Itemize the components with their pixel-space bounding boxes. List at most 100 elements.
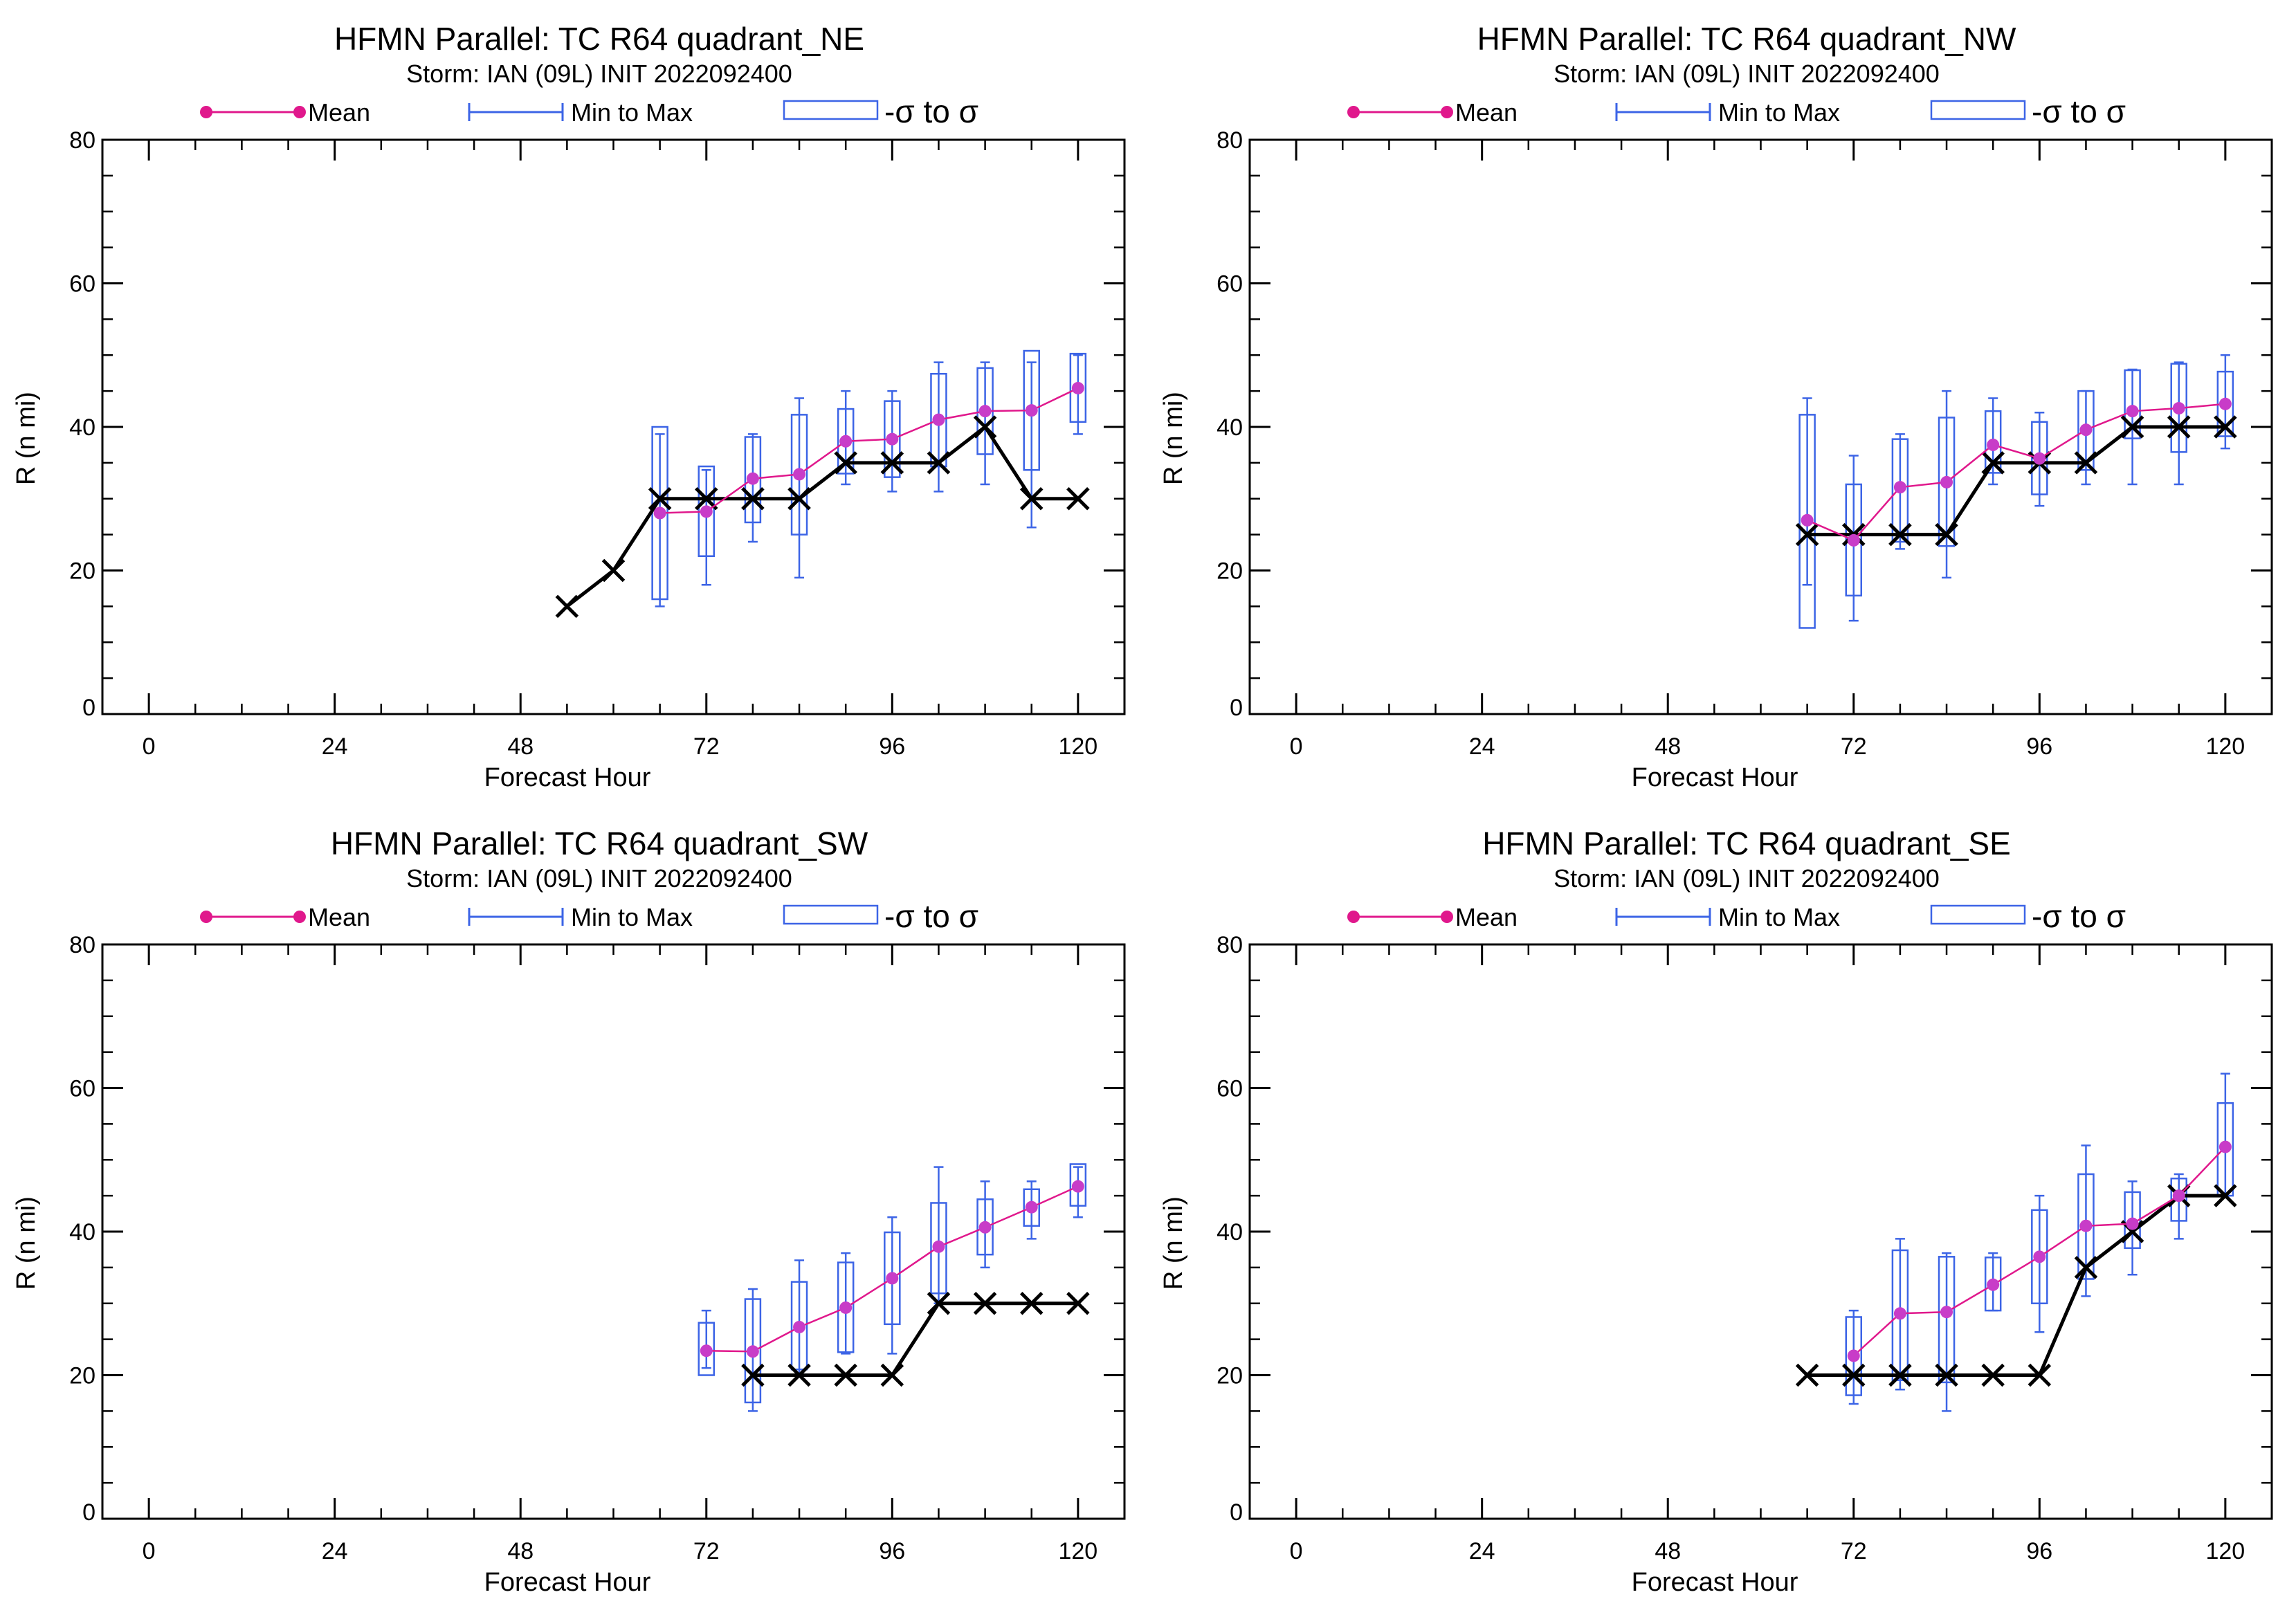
mean-point bbox=[932, 413, 945, 426]
chart-subtitle: Storm: IAN (09L) INIT 2022092400 bbox=[406, 60, 792, 88]
mean-point bbox=[1847, 533, 1860, 547]
legend-mean-label: Mean bbox=[308, 903, 370, 931]
best-track-x-stroke bbox=[1842, 1363, 1866, 1387]
best-track-x-stroke bbox=[648, 486, 672, 511]
best-track-x-stroke bbox=[741, 486, 765, 511]
chart-title: HFMN Parallel: TC R64 quadrant_NE bbox=[334, 21, 864, 57]
chart-title: HFMN Parallel: TC R64 quadrant_SW bbox=[331, 825, 868, 861]
sigma-box bbox=[1023, 1188, 1040, 1227]
best-track-marker bbox=[927, 451, 951, 475]
sigma-box bbox=[1938, 417, 1956, 547]
best-track-x-stroke bbox=[2167, 415, 2191, 439]
y-tick-label: 80 bbox=[1217, 127, 1243, 154]
mean-point bbox=[1847, 1349, 1860, 1362]
sigma-box bbox=[2077, 1173, 2095, 1280]
sigma-box bbox=[698, 1322, 716, 1376]
legend-mean-label: Mean bbox=[1455, 903, 1518, 931]
best-track-x-stroke bbox=[787, 1363, 811, 1387]
y-tick-label: 20 bbox=[1217, 558, 1243, 585]
best-track-marker bbox=[1981, 451, 2005, 475]
mean-point bbox=[2079, 423, 2093, 437]
best-track-x-stroke bbox=[834, 451, 857, 475]
legend-mean-marker bbox=[1347, 911, 1360, 923]
x-axis-label: Forecast Hour bbox=[1632, 1568, 1798, 1597]
sigma-box bbox=[1891, 438, 1909, 543]
best-track-x-stroke bbox=[601, 558, 626, 583]
best-track-x-stroke bbox=[1981, 1363, 2005, 1387]
legend-range-label: Min to Max bbox=[1718, 903, 1840, 931]
mean-point bbox=[1025, 1200, 1038, 1214]
best-track-x-stroke bbox=[2214, 1184, 2237, 1207]
best-track-marker bbox=[1066, 1291, 1090, 1315]
best-track-marker bbox=[1066, 486, 1090, 511]
sigma-box bbox=[1798, 414, 1816, 629]
legend-sigma-box bbox=[1930, 100, 2026, 120]
mean-point bbox=[2172, 1189, 2185, 1203]
x-tick-label: 24 bbox=[1469, 1538, 1495, 1564]
best-track-x-stroke bbox=[2074, 451, 2098, 475]
best-track-x-stroke bbox=[2074, 1256, 2098, 1279]
best-track-x-stroke bbox=[1795, 1363, 1819, 1387]
x-tick-label: 48 bbox=[507, 733, 534, 760]
legend: Mean Min to Max -σ to σ bbox=[1347, 93, 2126, 129]
legend-sigma-box bbox=[1930, 904, 2026, 925]
x-tick-label: 120 bbox=[2205, 1538, 2245, 1564]
best-track-x-stroke bbox=[1981, 451, 2005, 475]
x-tick-label: 0 bbox=[1290, 733, 1303, 760]
legend-sigma-label: -σ to σ bbox=[884, 93, 978, 129]
x-tick-label: 24 bbox=[322, 1538, 348, 1564]
best-track-x-stroke bbox=[1935, 1363, 1958, 1387]
legend: Mean Min to Max -σ to σ bbox=[200, 898, 978, 934]
legend-mean-marker bbox=[1441, 911, 1453, 923]
x-tick-label: 48 bbox=[1655, 1538, 1681, 1564]
legend-sigma-label: -σ to σ bbox=[2032, 898, 2126, 934]
y-axis-label: R (n mi) bbox=[1159, 1196, 1188, 1290]
sigma-box bbox=[1069, 352, 1087, 423]
best-track-marker bbox=[1795, 522, 1819, 547]
mean-point bbox=[2033, 452, 2046, 465]
y-tick-label: 80 bbox=[69, 932, 95, 958]
x-tick-label: 72 bbox=[693, 733, 720, 760]
sigma-box bbox=[1984, 1257, 2002, 1312]
mean-point bbox=[978, 405, 992, 418]
plot-frame bbox=[1248, 138, 2273, 715]
best-track-marker bbox=[973, 1291, 997, 1315]
best-track-marker bbox=[1888, 1363, 1912, 1387]
sigma-box bbox=[930, 1202, 947, 1295]
mean-point bbox=[1893, 1307, 1906, 1320]
legend-range-label: Min to Max bbox=[571, 98, 693, 127]
y-tick-label: 20 bbox=[69, 558, 95, 585]
mean-point bbox=[1025, 404, 1038, 417]
mean-point bbox=[978, 1221, 992, 1234]
best-track-x-stroke bbox=[973, 415, 997, 439]
x-tick-label: 96 bbox=[2026, 733, 2052, 760]
best-track-marker bbox=[648, 486, 672, 511]
mean-point bbox=[700, 1344, 713, 1358]
best-track-x-stroke bbox=[1935, 522, 1958, 547]
best-track-x-stroke bbox=[927, 1291, 951, 1315]
best-track-marker bbox=[1981, 1363, 2005, 1387]
best-track-marker bbox=[1935, 1363, 1958, 1387]
x-tick-label: 96 bbox=[879, 733, 905, 760]
best-track-marker bbox=[1019, 1291, 1044, 1315]
y-tick-label: 60 bbox=[1217, 271, 1243, 298]
x-tick-label: 96 bbox=[879, 1538, 905, 1564]
mean-point bbox=[2172, 402, 2185, 415]
mean-point bbox=[1071, 1180, 1084, 1193]
legend-mean-label: Mean bbox=[1455, 98, 1518, 127]
y-tick-label: 40 bbox=[1217, 1219, 1243, 1245]
best-track-line bbox=[1807, 425, 2225, 537]
best-track-marker bbox=[973, 415, 997, 439]
best-track-marker bbox=[741, 1363, 765, 1387]
x-tick-label: 72 bbox=[693, 1538, 720, 1564]
legend-mean-marker bbox=[293, 106, 306, 118]
best-track-marker bbox=[2214, 1184, 2237, 1207]
legend-mean-marker bbox=[200, 106, 212, 118]
sigma-box bbox=[790, 1281, 808, 1371]
legend-sigma-label: -σ to σ bbox=[884, 898, 978, 934]
best-track-marker bbox=[787, 1363, 811, 1387]
chart-panel-1: HFMN Parallel: TC R64 quadrant_NW Storm: … bbox=[1159, 21, 2273, 792]
mean-point bbox=[746, 472, 759, 485]
mean-point bbox=[746, 1345, 759, 1358]
